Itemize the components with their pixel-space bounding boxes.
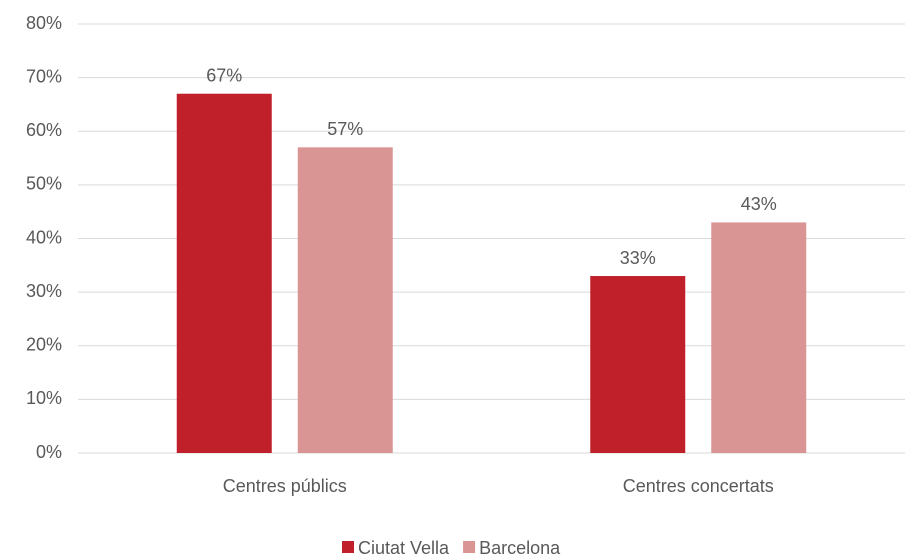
y-tick-label: 30% bbox=[26, 281, 62, 301]
legend-label: Ciutat Vella bbox=[358, 538, 450, 557]
legend-swatch bbox=[463, 541, 476, 553]
y-tick-label: 10% bbox=[26, 388, 62, 408]
bar bbox=[711, 222, 807, 453]
data-label: 43% bbox=[741, 194, 777, 214]
x-tick-label: Centres públics bbox=[223, 476, 347, 496]
y-tick-label: 0% bbox=[36, 442, 62, 462]
y-tick-label: 50% bbox=[26, 174, 62, 194]
y-tick-label: 20% bbox=[26, 335, 62, 355]
bar bbox=[590, 276, 686, 453]
data-label: 67% bbox=[206, 65, 242, 85]
legend-label: Barcelona bbox=[479, 538, 561, 557]
y-tick-label: 70% bbox=[26, 66, 62, 86]
legend-swatch bbox=[342, 541, 354, 553]
x-tick-label: Centres concertats bbox=[623, 476, 774, 496]
y-tick-label: 40% bbox=[26, 227, 62, 247]
y-tick-label: 60% bbox=[26, 120, 62, 140]
y-tick-label: 80% bbox=[26, 13, 62, 33]
data-label: 57% bbox=[327, 119, 363, 139]
bar bbox=[297, 147, 393, 453]
data-label: 33% bbox=[620, 248, 656, 268]
bar bbox=[176, 93, 272, 454]
